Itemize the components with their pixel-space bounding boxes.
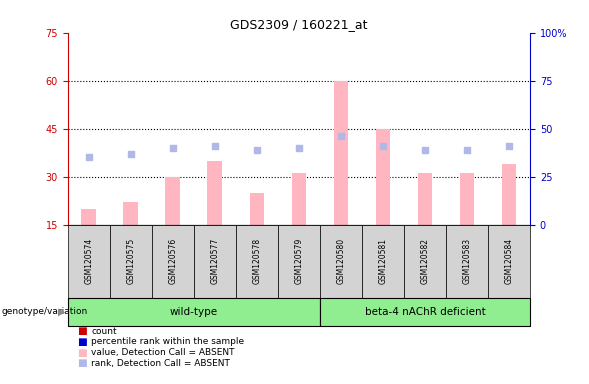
- Text: count: count: [91, 326, 117, 336]
- Bar: [81, 209, 96, 225]
- Bar: [236, 225, 278, 298]
- Bar: [320, 298, 530, 326]
- Text: GSM120581: GSM120581: [379, 238, 388, 284]
- Text: GSM120579: GSM120579: [294, 238, 303, 284]
- Point: [210, 143, 220, 149]
- Text: GSM120578: GSM120578: [252, 238, 262, 284]
- Text: GSM120580: GSM120580: [336, 238, 346, 284]
- Bar: [152, 225, 194, 298]
- Bar: [250, 193, 264, 225]
- Text: percentile rank within the sample: percentile rank within the sample: [91, 337, 244, 346]
- Bar: [194, 225, 236, 298]
- Text: value, Detection Call = ABSENT: value, Detection Call = ABSENT: [91, 348, 235, 357]
- Bar: [166, 177, 180, 225]
- Point: [294, 145, 304, 151]
- Bar: [110, 225, 152, 298]
- Text: ■: ■: [77, 337, 87, 347]
- Point: [336, 133, 346, 139]
- Bar: [446, 225, 488, 298]
- Text: GSM120584: GSM120584: [505, 238, 514, 284]
- Bar: [459, 174, 474, 225]
- Bar: [292, 174, 306, 225]
- Bar: [207, 161, 222, 225]
- Bar: [124, 202, 138, 225]
- Text: ■: ■: [77, 348, 87, 358]
- Point: [126, 151, 135, 157]
- Text: wild-type: wild-type: [170, 307, 218, 317]
- Point: [168, 145, 177, 151]
- Title: GDS2309 / 160221_at: GDS2309 / 160221_at: [230, 18, 368, 31]
- Text: GSM120574: GSM120574: [84, 238, 93, 284]
- Text: GSM120582: GSM120582: [421, 238, 429, 284]
- Text: ■: ■: [77, 326, 87, 336]
- Bar: [488, 225, 530, 298]
- Point: [378, 143, 388, 149]
- Text: rank, Detection Call = ABSENT: rank, Detection Call = ABSENT: [91, 359, 230, 368]
- Text: genotype/variation: genotype/variation: [1, 308, 87, 316]
- Bar: [418, 174, 432, 225]
- Bar: [333, 81, 348, 225]
- Bar: [278, 225, 320, 298]
- Bar: [68, 225, 110, 298]
- Point: [252, 147, 262, 153]
- Text: ▶: ▶: [58, 307, 65, 317]
- Point: [421, 147, 430, 153]
- Point: [504, 143, 514, 149]
- Bar: [376, 129, 391, 225]
- Point: [84, 154, 94, 161]
- Text: GSM120583: GSM120583: [462, 238, 472, 284]
- Text: ■: ■: [77, 358, 87, 368]
- Bar: [68, 298, 320, 326]
- Bar: [320, 225, 362, 298]
- Bar: [404, 225, 446, 298]
- Point: [462, 147, 472, 153]
- Bar: [502, 164, 517, 225]
- Text: GSM120576: GSM120576: [168, 238, 177, 284]
- Text: GSM120577: GSM120577: [210, 238, 219, 284]
- Text: beta-4 nAChR deficient: beta-4 nAChR deficient: [365, 307, 485, 317]
- Bar: [362, 225, 404, 298]
- Text: GSM120575: GSM120575: [126, 238, 135, 284]
